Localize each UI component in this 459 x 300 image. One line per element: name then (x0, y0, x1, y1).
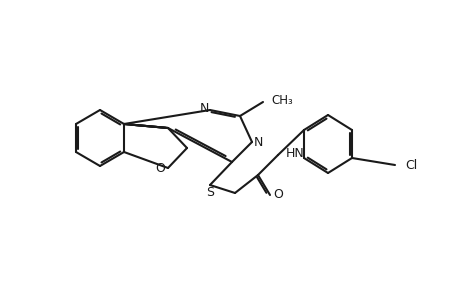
Text: O: O (155, 161, 165, 175)
Text: S: S (206, 187, 213, 200)
Text: Cl: Cl (404, 158, 416, 172)
Text: CH₃: CH₃ (270, 94, 292, 106)
Text: N: N (253, 136, 262, 148)
Text: O: O (273, 188, 282, 202)
Text: N: N (199, 101, 208, 115)
Text: HN: HN (285, 146, 304, 160)
